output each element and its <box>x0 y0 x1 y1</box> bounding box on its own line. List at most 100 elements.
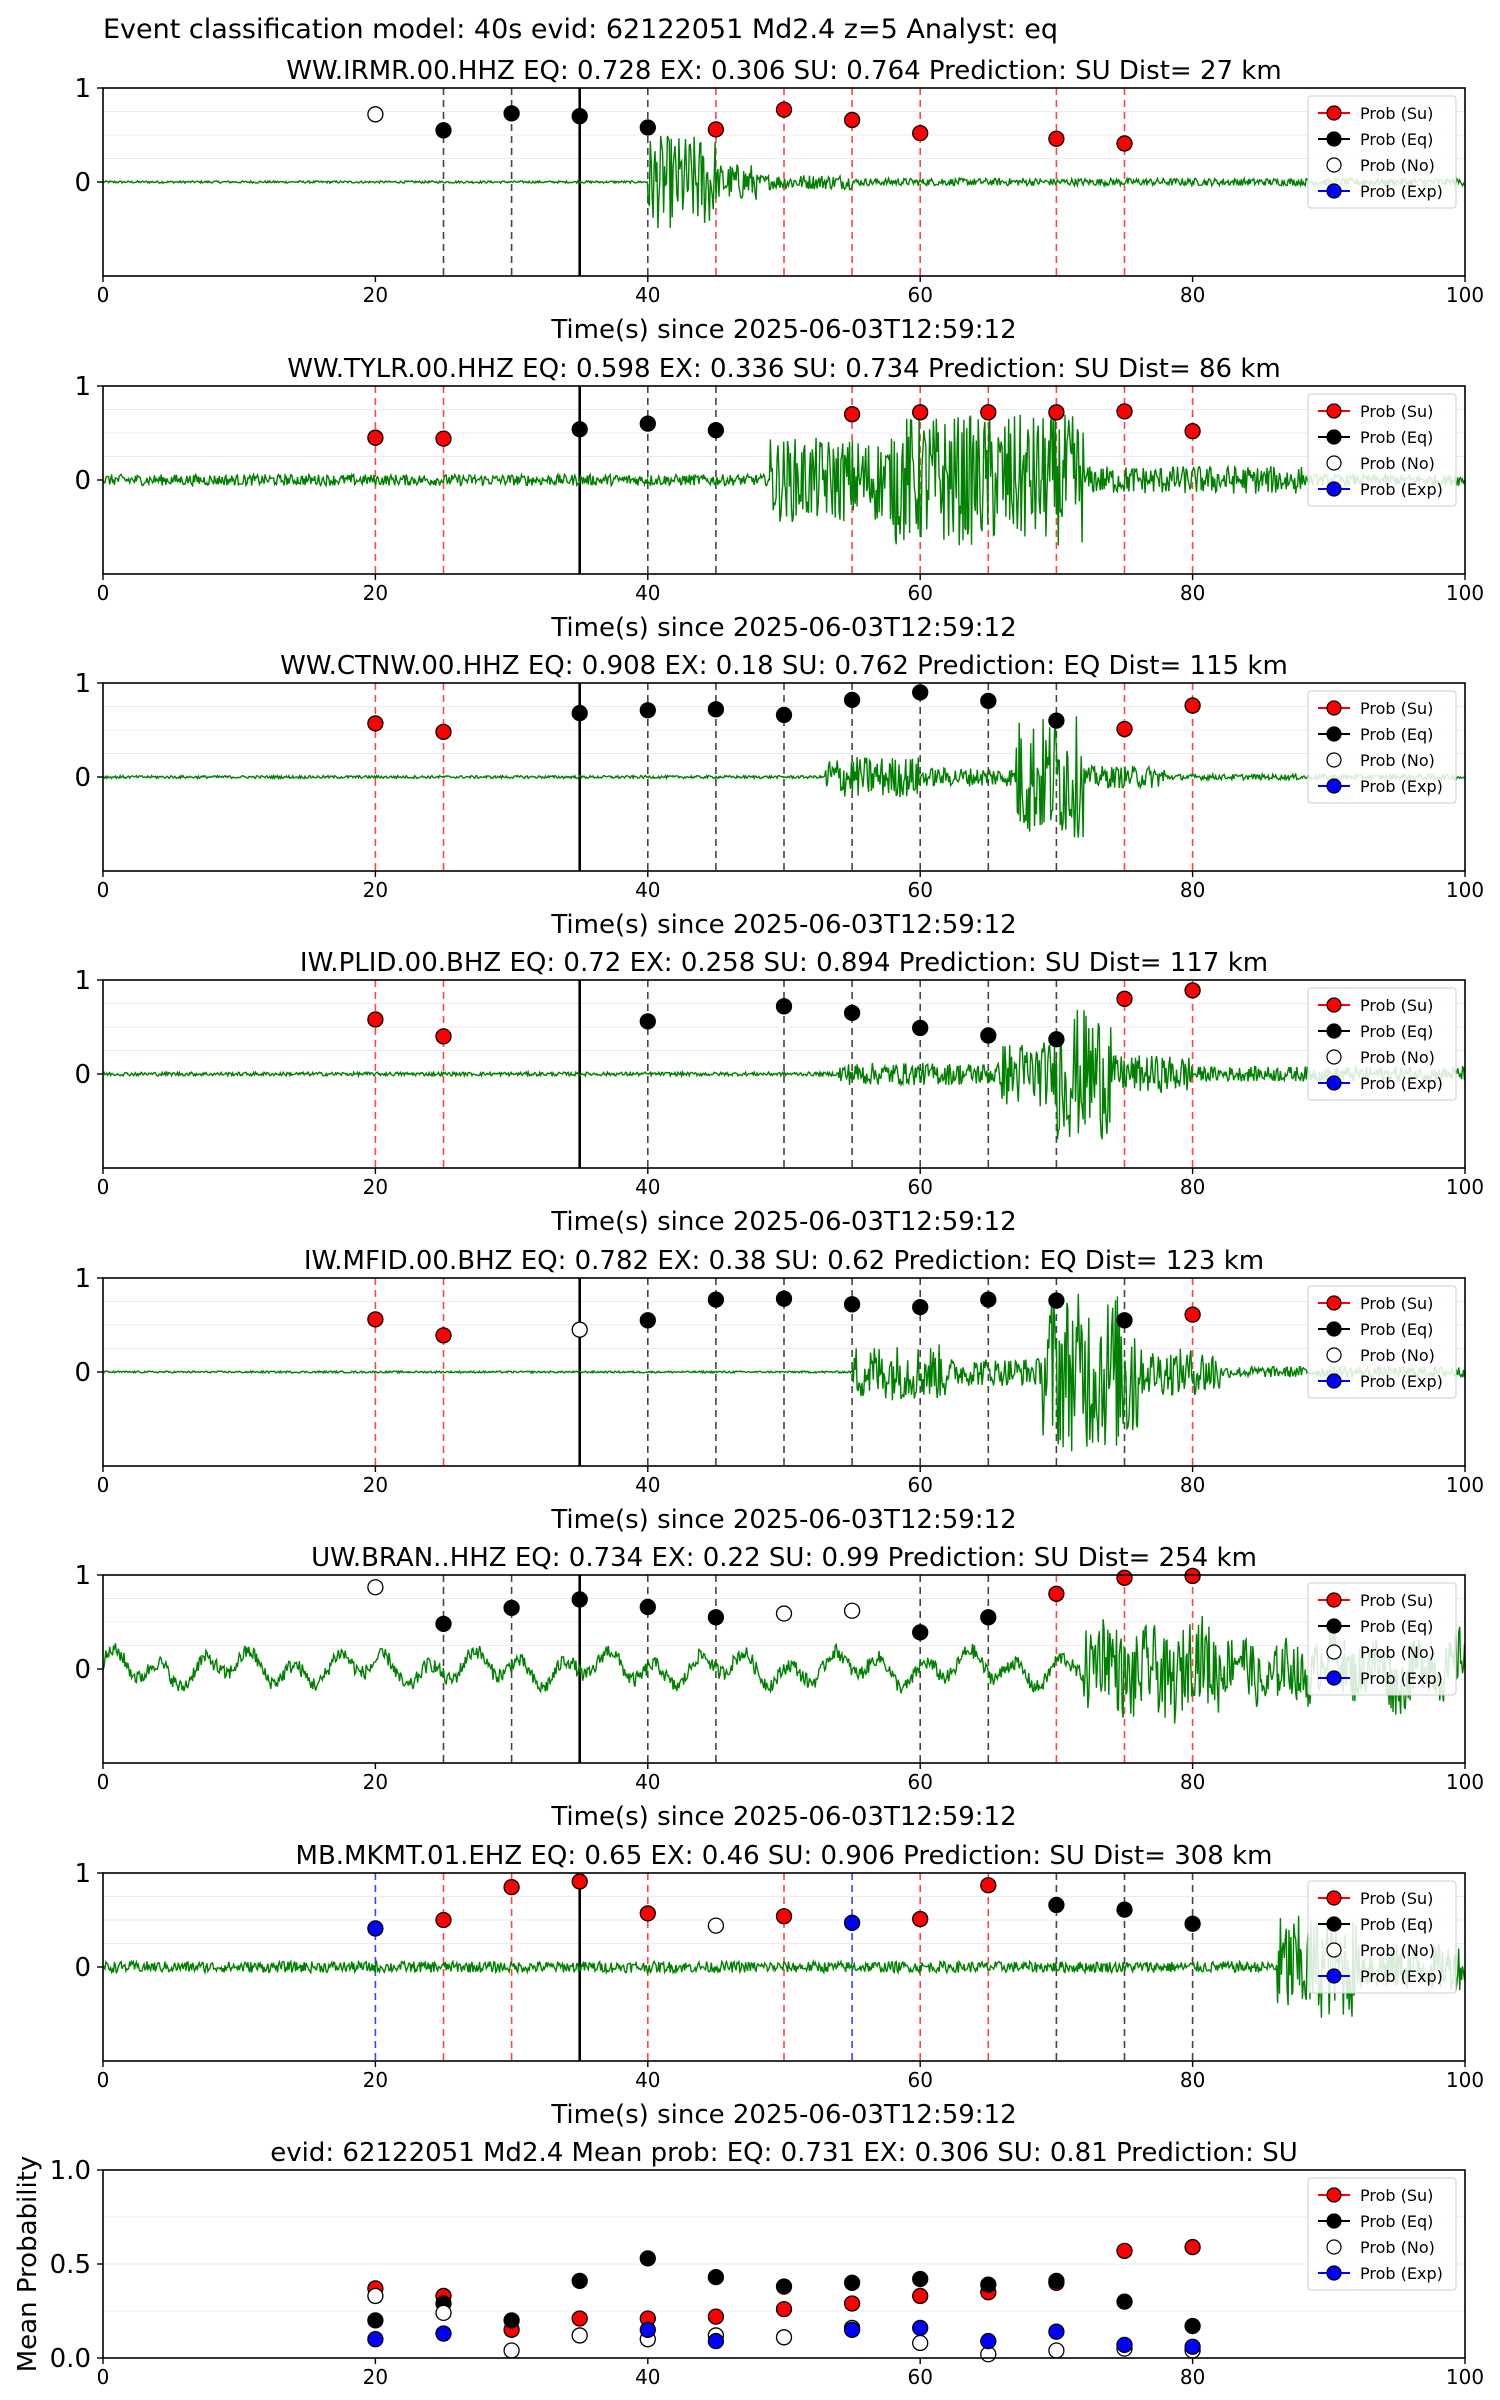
mean-marker-eq <box>1184 2317 1201 2335</box>
prob-marker-su <box>912 124 929 142</box>
panel-3: WW.CTNW.00.HHZ EQ: 0.908 EX: 0.18 SU: 0.… <box>74 651 1484 940</box>
legend-marker-eq <box>1326 2213 1342 2229</box>
x-tick-label: 60 <box>907 1175 932 1199</box>
x-tick-label: 20 <box>363 283 388 307</box>
prob-marker-exp <box>843 1914 861 1931</box>
prob-marker-eq <box>707 1609 725 1626</box>
x-axis-label: Time(s) since 2025-06-03T12:59:12 <box>550 613 1016 643</box>
y-tick-label: 1 <box>74 372 91 402</box>
x-tick-label: 20 <box>363 1175 388 1199</box>
waveform-trace <box>102 716 1465 838</box>
legend-label: Prob (Exp) <box>1360 1669 1443 1688</box>
legend-box <box>1307 1582 1457 1696</box>
mean-marker-no <box>367 2287 384 2305</box>
legend-marker-eq <box>1326 1618 1342 1634</box>
mean-marker-eq <box>503 2312 520 2329</box>
x-tick-label: 80 <box>1180 1175 1205 1199</box>
legend-label: Prob (Su) <box>1360 2186 1433 2205</box>
legend-marker-su <box>1326 1890 1342 1906</box>
prob-marker-su <box>1184 1306 1201 1323</box>
y-tick-label: 0 <box>74 1953 91 1983</box>
prob-marker-eq <box>980 1609 997 1626</box>
legend-marker-no <box>1326 1347 1342 1363</box>
x-tick-label: 0 <box>97 878 110 902</box>
legend-box <box>1307 1285 1457 1399</box>
panel-title: UW.BRAN..HHZ EQ: 0.734 EX: 0.22 SU: 0.99… <box>311 1543 1257 1573</box>
x-tick-label: 20 <box>363 2068 388 2092</box>
prob-marker-su <box>1116 990 1133 1007</box>
mean-marker-no <box>1048 2342 1065 2359</box>
x-tick-label: 100 <box>1446 2365 1484 2389</box>
legend-marker-su <box>1326 105 1342 121</box>
x-tick-label: 40 <box>635 581 660 605</box>
prob-marker-eq <box>707 422 725 439</box>
y-axis-label: Mean Probability <box>13 2156 43 2373</box>
x-tick-label: 20 <box>363 878 388 902</box>
mean-marker-exp <box>843 2321 861 2338</box>
x-tick-label: 0 <box>97 1473 110 1497</box>
x-tick-label: 40 <box>635 878 660 902</box>
mean-marker-eq <box>980 2276 997 2293</box>
prob-marker-su <box>1116 1569 1133 1586</box>
legend-marker-no <box>1326 1942 1342 1958</box>
mean-marker-exp <box>639 2321 656 2338</box>
legend-label: Prob (No) <box>1360 1941 1435 1960</box>
legend-label: Prob (Su) <box>1360 1591 1433 1610</box>
legend-box <box>1307 393 1457 507</box>
x-tick-label: 100 <box>1446 1473 1484 1497</box>
x-axis-label: Time(s) since 2025-06-03T12:59:12 <box>550 2100 1016 2130</box>
legend-label: Prob (Eq) <box>1360 1022 1433 1041</box>
mean-marker-su <box>1184 2238 1201 2256</box>
prob-marker-no <box>707 1917 725 1934</box>
prob-marker-su <box>912 404 929 421</box>
prob-marker-no <box>843 1602 861 1619</box>
legend-label: Prob (No) <box>1360 1643 1435 1662</box>
prob-marker-eq <box>707 1291 725 1308</box>
mean-marker-exp <box>1116 2336 1133 2353</box>
mean-marker-su <box>912 2287 929 2305</box>
x-tick-label: 20 <box>363 1770 388 1794</box>
mean-marker-eq <box>843 2274 861 2291</box>
legend-label: Prob (Su) <box>1360 699 1433 718</box>
x-tick-label: 100 <box>1446 878 1484 902</box>
x-tick-label: 80 <box>1180 1770 1205 1794</box>
legend-marker-eq <box>1326 429 1342 445</box>
legend-label: Prob (Su) <box>1360 104 1433 123</box>
mean-marker-no <box>435 2304 452 2322</box>
panel-title: IW.PLID.00.BHZ EQ: 0.72 EX: 0.258 SU: 0.… <box>300 948 1268 978</box>
y-tick-label: 0 <box>74 168 91 198</box>
legend-box <box>1307 2177 1457 2291</box>
prob-marker-su <box>1048 404 1065 421</box>
x-tick-label: 40 <box>635 1175 660 1199</box>
prob-marker-su <box>435 1028 452 1045</box>
prob-marker-su <box>367 429 384 446</box>
prob-marker-eq <box>1048 712 1065 729</box>
legend-label: Prob (Exp) <box>1360 2264 1443 2283</box>
x-tick-label: 100 <box>1446 581 1484 605</box>
legend-marker-eq <box>1326 726 1342 742</box>
prob-marker-eq <box>843 691 861 709</box>
x-tick-label: 100 <box>1446 1770 1484 1794</box>
prob-marker-no <box>775 1605 793 1622</box>
prob-marker-eq <box>775 706 793 724</box>
figure-title: Event classification model: 40s evid: 62… <box>103 14 1058 45</box>
x-tick-label: 0 <box>97 2068 110 2092</box>
legend-label: Prob (Eq) <box>1360 725 1433 744</box>
prob-marker-eq <box>639 415 656 432</box>
prob-marker-eq <box>775 998 793 1015</box>
mean-marker-eq <box>639 2250 656 2267</box>
x-tick-label: 80 <box>1180 2068 1205 2092</box>
legend-label: Prob (Eq) <box>1360 130 1433 149</box>
panel-title: WW.TYLR.00.HHZ EQ: 0.598 EX: 0.336 SU: 0… <box>287 354 1280 384</box>
prob-marker-eq <box>639 119 656 136</box>
legend-label: Prob (No) <box>1360 751 1435 770</box>
legend-label: Prob (Eq) <box>1360 1617 1433 1636</box>
prob-marker-su <box>1184 1567 1201 1585</box>
x-tick-label: 60 <box>907 2365 932 2389</box>
panel-2: WW.TYLR.00.HHZ EQ: 0.598 EX: 0.336 SU: 0… <box>74 354 1484 643</box>
y-tick-label: 1 <box>74 74 91 104</box>
waveform-trace <box>102 414 1466 546</box>
legend-label: Prob (Su) <box>1360 996 1433 1015</box>
prob-marker-eq <box>980 1291 997 1308</box>
panel-title: IW.MFID.00.BHZ EQ: 0.782 EX: 0.38 SU: 0.… <box>304 1246 1264 1276</box>
